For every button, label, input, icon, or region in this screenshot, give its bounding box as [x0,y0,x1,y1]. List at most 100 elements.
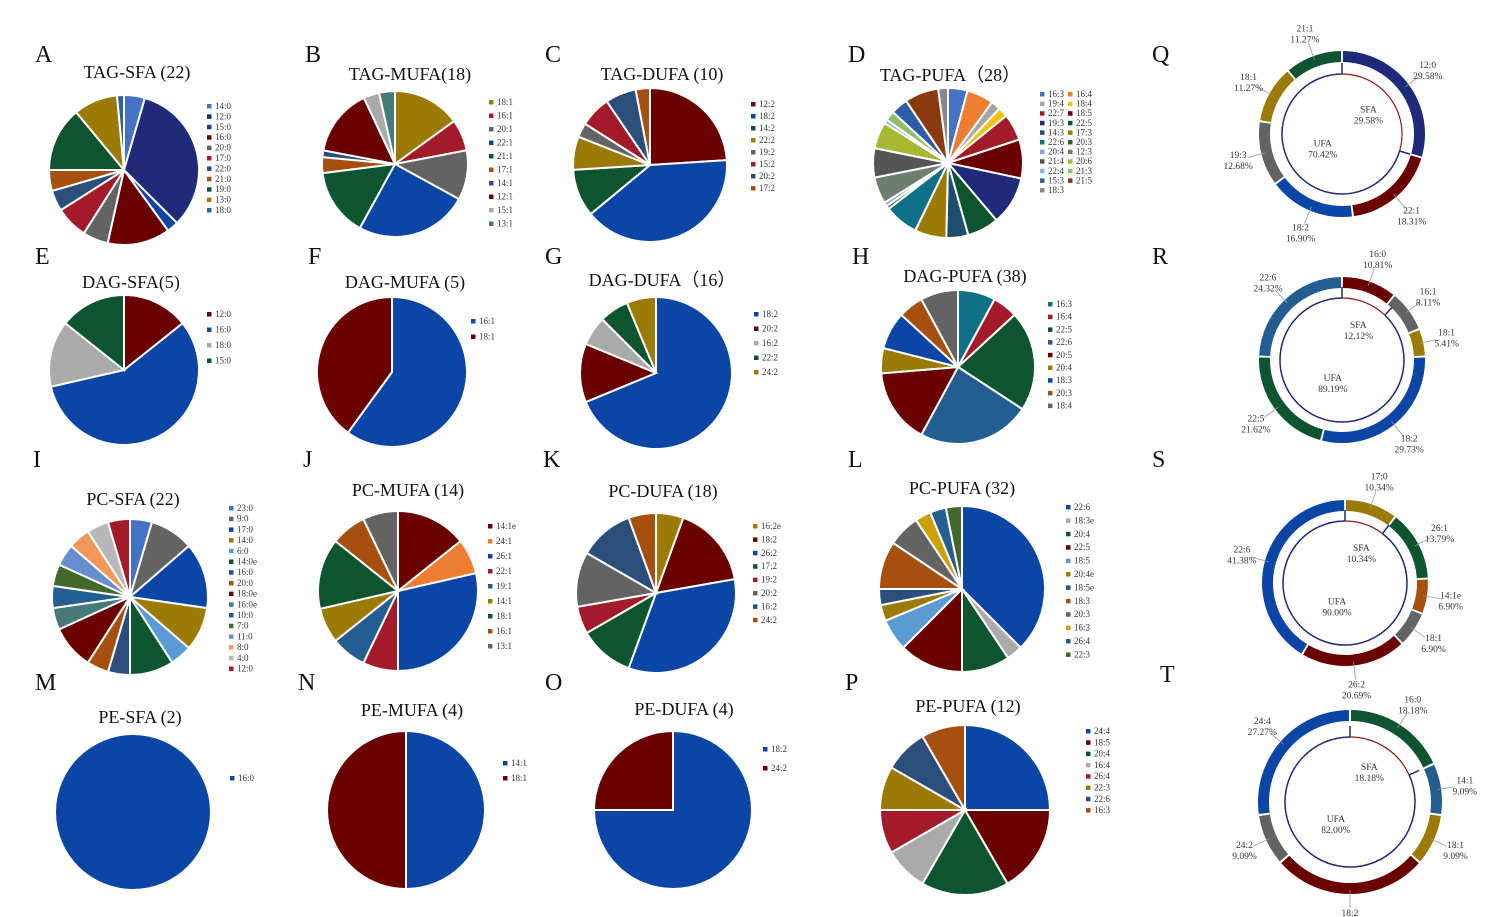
legend-label: 16:0 [215,132,232,142]
donut-segment-18:2 [1276,177,1353,217]
leader-line [1353,661,1356,680]
donut-segment-22:6 [1259,277,1342,357]
panel-letter: P [845,670,858,696]
legend-label: 14:1 [497,178,513,188]
panel-letter: D [848,42,865,68]
legend-swatch [1066,639,1071,644]
legend-label: 18:0e [237,589,257,599]
legend-swatch [229,580,234,586]
donut-segment-22:6 [1262,500,1345,654]
legend-swatch [1086,774,1091,779]
donut-segment-17:0 [1345,500,1395,526]
legend-label: 22:6 [1074,502,1091,512]
legend-swatch [1068,168,1073,174]
inner-arc-sfa [1341,297,1386,316]
legend-label: 20:4e [1074,569,1094,579]
panel-letter: F [308,244,321,270]
pie-slice-18:2 [589,159,728,243]
sfa-percent: 10.34% [1347,555,1376,565]
legend-label: 26:4 [1094,771,1111,781]
legend-label: 12:3 [1076,147,1093,157]
legend-label: 21:0 [215,174,232,184]
legend-label: 10:0 [237,610,254,620]
legend-label: 17:0 [237,524,254,534]
legend-swatch [207,114,212,119]
pie-slice-22:6 [919,365,1024,445]
legend-label: 19:4 [1048,99,1065,109]
panel-letter: M [35,670,56,696]
ufa-percent: 90.00% [1322,609,1351,619]
legend-label: 18:5 [1074,556,1091,566]
leader-line [1263,406,1279,418]
legend-swatch [488,584,493,589]
legend-swatch [207,358,212,363]
inner-divider [1381,524,1390,535]
pie-slice-13:1 [361,509,399,592]
legend-label: 17:1 [497,165,513,175]
donut-segment-21:1 [1288,51,1342,79]
legend-label: 14:3 [1048,127,1065,137]
panel-a: A TAG-SFA (22) 14:012:015:016:020:017:022:… [35,42,232,246]
legend-label: 16:1 [497,111,513,121]
donut-segment-18:2 [1281,855,1419,894]
legend-swatch [229,623,234,629]
segment-label: 22:6 [1233,545,1250,555]
legend-swatch [1066,652,1071,657]
segment-percent: 41.38% [1227,556,1256,566]
panel-letter: O [545,670,562,696]
legend-label: 22:2 [759,135,775,145]
legend-swatch [753,604,758,609]
panel-letter: L [848,447,863,473]
legend-swatch [754,355,759,360]
donut-segment-26:2 [1303,635,1402,667]
segment-percent: 10.34% [1365,484,1394,494]
segment-label: 22:5 [1248,415,1265,425]
legend-swatch [489,100,494,105]
pie-slice-18:4 [919,288,959,368]
legend-label: 22:7 [1048,108,1065,118]
segment-label: 14:1e [1440,591,1461,601]
legend-label: 18:5e [1074,582,1094,592]
legend-swatch [751,102,756,107]
segment-percent: 12.68% [1224,162,1253,172]
donut-segment-19:3 [1259,122,1284,183]
legend-swatch [489,221,494,226]
legend-swatch [753,550,758,556]
legend-swatch [1040,101,1045,107]
legend-label: 21:5 [1076,175,1093,185]
panel-letter: G [545,244,562,270]
legend-label: 9:0 [237,514,249,524]
segment-percent: 9.09% [1443,852,1468,862]
segment-percent: 6.90% [1438,602,1463,612]
legend-label: 20:3 [1074,609,1091,619]
chart-title: DAG-SFA(5) [82,272,180,293]
legend-swatch [1048,403,1053,409]
legend-swatch [229,538,234,543]
segment-label: 18:2 [1401,434,1418,444]
legend-swatch [751,138,756,143]
inner-arc-ufa [1281,73,1401,195]
legend-swatch [207,135,212,140]
legend-swatch [489,181,494,186]
legend-label: 18:3e [1074,515,1094,525]
leader-line [1410,626,1426,638]
segment-label: 19:3 [1230,151,1247,161]
ufa-label: UFA [1327,815,1345,825]
legend-swatch [1068,149,1073,155]
legend-label: 15:2 [759,159,775,169]
legend-swatch [754,370,759,375]
pie-slice-24:2 [592,729,674,811]
pie-slice-12:1 [322,96,397,166]
panel-s: S17:010.34%26:113.79%14:1e6.90%18:16.90%… [1152,447,1463,701]
panel-g: G DAG-DUFA（16） 18:2 20:2 16:2 22:2 24:2 [545,244,778,450]
legend-label: 16:4 [1094,760,1111,770]
segment-percent: 9.09% [1232,852,1257,862]
chart-title: PE-PUFA (12) [915,696,1020,717]
legend-label: 12:0 [237,664,254,674]
legend-label: 20:4 [1074,529,1091,539]
legend-swatch [753,617,758,623]
panel-q: Q 12:029.58%22:118.31%18:216.90%19:312.68… [1152,25,1442,245]
segment-label: 22:1 [1403,206,1420,216]
legend-label: 22:1 [497,138,513,148]
